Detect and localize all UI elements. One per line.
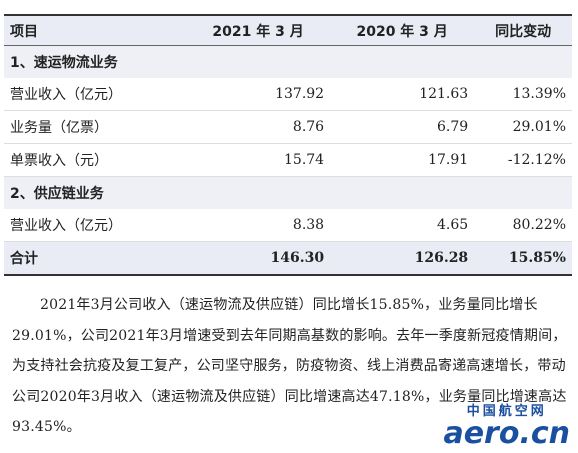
- cell: 121.63: [330, 78, 475, 111]
- cell: 8.38: [186, 209, 331, 242]
- row-label: 业务量（亿票）: [4, 110, 186, 144]
- cell: 8.76: [186, 110, 331, 144]
- table-row: 业务量（亿票） 8.76 6.79 29.01%: [4, 110, 572, 144]
- table-row: 单票收入（元） 15.74 17.91 -12.12%: [4, 143, 572, 177]
- cell: 15.85%: [474, 241, 572, 276]
- cell: 4.65: [330, 209, 475, 242]
- row-label: 合计: [4, 241, 186, 276]
- header-cell: 项目: [4, 14, 186, 46]
- table-row: 营业收入（亿元） 137.92 121.63 13.39%: [4, 78, 572, 111]
- header-cell: 2020 年 3 月: [330, 14, 475, 46]
- watermark-cn: 中国航空网: [466, 404, 547, 419]
- table-row: 营业收入（亿元） 8.38 4.65 80.22%: [4, 209, 572, 242]
- section-title: 2、供应链业务: [4, 176, 572, 209]
- cell: 146.30: [186, 241, 331, 276]
- cell: -12.12%: [474, 143, 572, 177]
- section-row: 2、供应链业务: [4, 176, 572, 209]
- row-label: 单票收入（元）: [4, 143, 186, 177]
- cell: 15.74: [186, 143, 331, 177]
- cell: 13.39%: [474, 78, 572, 111]
- cell: 29.01%: [474, 110, 572, 144]
- section-row: 1、速运物流业务: [4, 45, 572, 78]
- cell: 17.91: [330, 143, 475, 177]
- cell: 80.22%: [474, 209, 572, 242]
- section-title: 1、速运物流业务: [4, 45, 572, 78]
- body-paragraph: 2021年3月公司收入（速运物流及供应链）同比增长15.85%，业务量同比增长2…: [12, 297, 567, 435]
- cell: 137.92: [186, 78, 331, 111]
- cell: 126.28: [330, 241, 475, 276]
- data-table: 项目 2021 年 3 月 2020 年 3 月 同比变动 1、速运物流业务 营…: [4, 14, 572, 276]
- row-label: 营业收入（亿元）: [4, 209, 186, 242]
- header-row: 项目 2021 年 3 月 2020 年 3 月 同比变动: [4, 14, 572, 46]
- watermark: 中国航空网 aero.cn: [443, 400, 570, 449]
- header-cell: 2021 年 3 月: [186, 14, 331, 46]
- row-label: 营业收入（亿元）: [4, 78, 186, 111]
- watermark-en: aero.cn: [443, 416, 570, 451]
- cell: 6.79: [330, 110, 475, 144]
- header-cell: 同比变动: [474, 14, 572, 46]
- total-row: 合计 146.30 126.28 15.85%: [4, 241, 572, 276]
